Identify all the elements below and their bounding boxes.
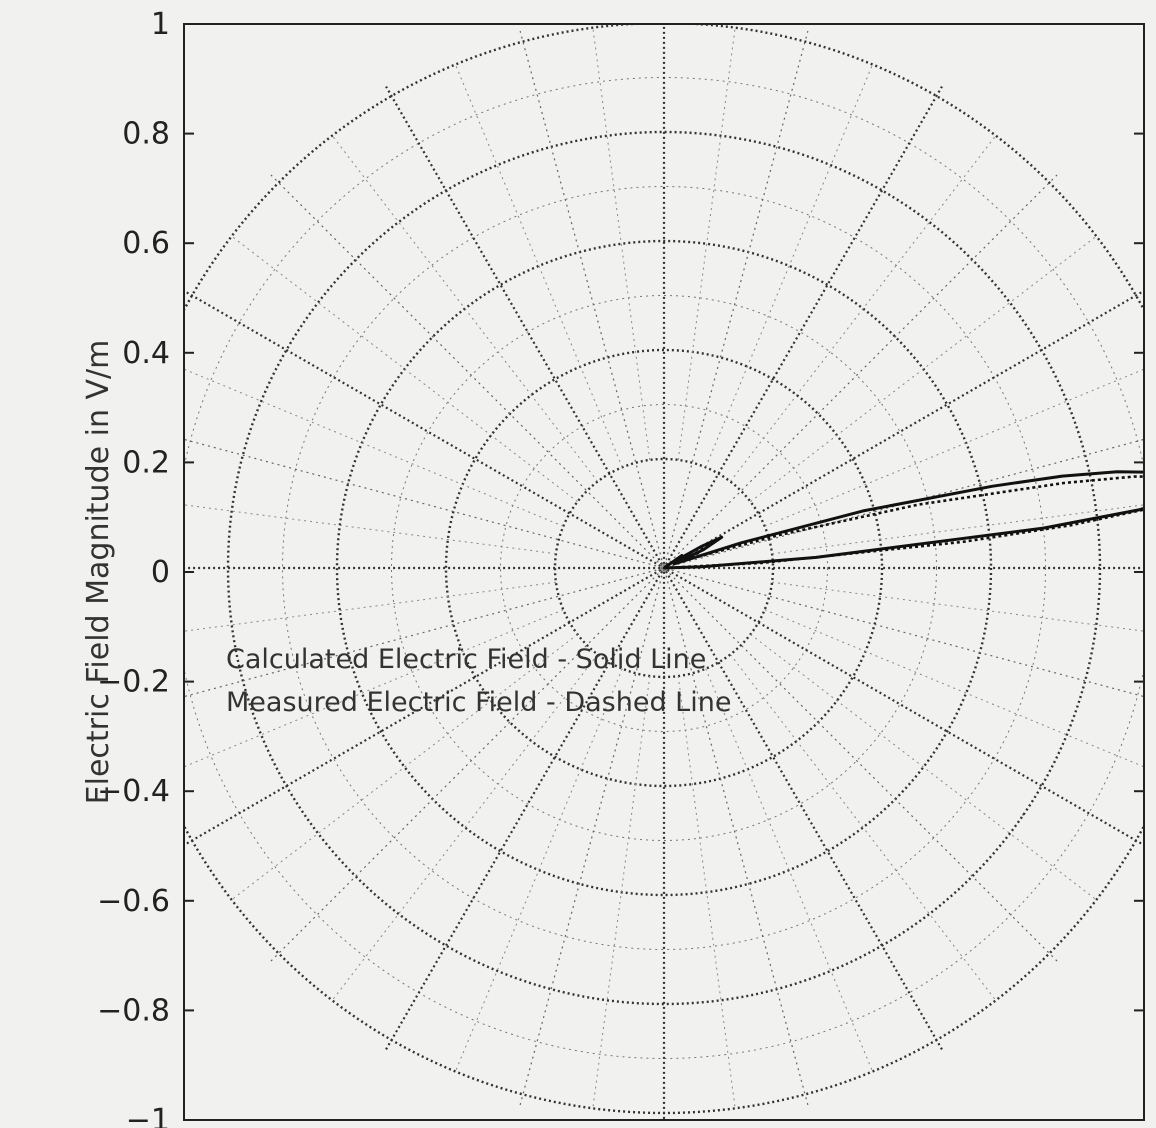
minor-grid-circle-3: [282, 186, 1046, 950]
minor-spoke-82.5-1: [592, 676, 651, 1109]
solid-series-line: [662, 470, 1144, 570]
minor-grid-circle-1: [500, 404, 828, 732]
minor-spoke-7.5-0: [772, 504, 1144, 555]
minor-spoke-52.5-0: [729, 135, 997, 482]
minor-spoke-112.5-1: [705, 668, 874, 1072]
minor-spoke-142.5-0: [231, 235, 578, 503]
ytick-label-0: 1: [151, 7, 170, 42]
polar-grid: [184, 24, 1144, 1120]
minor-spoke-157.5-0: [184, 368, 564, 527]
y-axis-label: Electric Field Magnitude in V/m: [81, 340, 116, 805]
grid-circle-2: [444, 348, 884, 788]
ytick-label-8: −0.6: [97, 884, 170, 919]
ytick-label-4: 0.2: [122, 445, 170, 480]
grid-circle-3: [335, 239, 993, 897]
ytick-label-2: 0.6: [122, 226, 170, 261]
y-ticks: 1 0.8 0.6 0.4 0.2 0 −0.2 −0.4 −0.6 −0.8 −1: [97, 7, 1144, 1128]
ytick-label-9: −0.8: [97, 993, 170, 1028]
minor-spoke-52.5-1: [331, 654, 599, 1001]
minor-spoke-157.5-1: [764, 609, 1144, 768]
minor-spoke-97.5-0: [592, 27, 651, 460]
minor-spoke-67.5-0: [705, 64, 874, 468]
ytick-label-7: −0.4: [97, 774, 170, 809]
minor-spoke-22.5-1: [184, 609, 564, 768]
ytick-label-6: −0.2: [97, 665, 170, 700]
ytick-label-5: 0: [151, 555, 170, 590]
ytick-label-3: 0.4: [122, 336, 170, 371]
minor-spoke-67.5-1: [454, 668, 623, 1072]
minor-spoke-142.5-1: [750, 633, 1097, 901]
annotation-measured: Measured Electric Field - Dashed Line: [226, 687, 731, 718]
minor-spoke-22.5-0: [764, 368, 1144, 527]
minor-spoke-82.5-0: [677, 27, 736, 460]
minor-spoke-37.5-1: [231, 633, 578, 901]
minor-spoke-127.5-0: [331, 135, 599, 482]
ytick-label-10: −1: [126, 1103, 170, 1128]
minor-spoke-172.5-0: [184, 504, 556, 555]
minor-spoke-112.5-0: [454, 64, 623, 468]
minor-spoke-37.5-0: [750, 235, 1097, 503]
minor-spoke-7.5-1: [184, 581, 556, 632]
minor-spoke-127.5-1: [729, 654, 997, 1001]
minor-spoke-172.5-1: [772, 581, 1144, 632]
annotation-calculated: Calculated Electric Field - Solid Line: [226, 644, 706, 675]
minor-spoke-97.5-1: [677, 676, 736, 1109]
ytick-label-1: 0.8: [122, 117, 170, 152]
dashed-series-line: [662, 475, 1144, 570]
minor-grid-circle-2: [391, 295, 937, 841]
series-group: [662, 470, 1144, 570]
